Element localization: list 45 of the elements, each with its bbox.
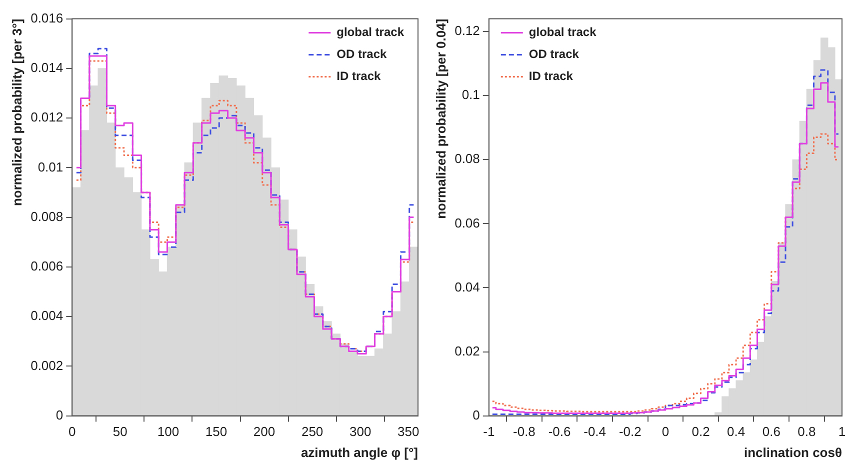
x-tick-label: 0.8 xyxy=(798,424,816,440)
legend-label: global track xyxy=(336,25,404,40)
y-axis-title: normalized probability [per 0.04] xyxy=(433,18,448,219)
x-tick-label: -0.6 xyxy=(548,424,571,440)
y-tick-label: 0.014 xyxy=(30,60,64,76)
x-tick-label: 100 xyxy=(157,424,180,440)
legend-label: ID track xyxy=(336,69,381,84)
y-tick-label: 0.008 xyxy=(30,208,64,224)
x-tick-label: 0 xyxy=(68,424,76,440)
y-tick-label: 0.04 xyxy=(454,279,480,294)
y-tick-label: 0.01 xyxy=(38,159,64,174)
y-tick-label: 0 xyxy=(56,407,64,422)
legend-label: ID track xyxy=(528,69,574,84)
y-tick-label: 0.12 xyxy=(454,23,480,38)
y-tick-label: 0.006 xyxy=(30,258,64,274)
y-tick-label: 0 xyxy=(472,407,480,422)
x-tick-label: 0.6 xyxy=(762,424,780,440)
x-tick-label: -0.8 xyxy=(513,424,536,440)
x-axis-title: inclination cosθ xyxy=(744,444,842,460)
y-tick-label: 0.012 xyxy=(30,110,64,125)
legend-label: OD track xyxy=(528,47,580,62)
x-tick-label: 150 xyxy=(205,424,228,440)
x-tick-label: -0.2 xyxy=(618,424,642,440)
x-tick-label: 0.4 xyxy=(727,424,746,440)
y-tick-label: 0.02 xyxy=(454,343,480,358)
x-tick-label: 200 xyxy=(253,424,276,440)
x-tick-label: 250 xyxy=(301,424,324,440)
y-tick-label: 0.004 xyxy=(30,308,64,324)
y-tick-label: 0.06 xyxy=(454,215,480,230)
x-tick-label: 1 xyxy=(838,424,846,440)
x-tick-label: 300 xyxy=(350,424,372,440)
x-tick-label: 0.2 xyxy=(692,424,710,440)
x-tick-label: 50 xyxy=(112,424,128,440)
y-tick-label: 0.1 xyxy=(462,87,480,102)
x-tick-label: -1 xyxy=(483,424,495,440)
x-tick-label: -0.4 xyxy=(584,424,606,440)
y-tick-label: 0.002 xyxy=(30,358,64,373)
legend-label: OD track xyxy=(336,47,387,62)
y-tick-label: 0.08 xyxy=(454,151,480,166)
y-axis-title: normalized probability [per 3°] xyxy=(9,18,24,206)
x-tick-label: 350 xyxy=(398,424,420,440)
x-tick-label: 0 xyxy=(662,424,670,440)
y-tick-label: 0.016 xyxy=(30,10,64,26)
x-axis-title: azimuth angle φ [°] xyxy=(300,444,418,460)
legend-label: global track xyxy=(528,25,597,40)
